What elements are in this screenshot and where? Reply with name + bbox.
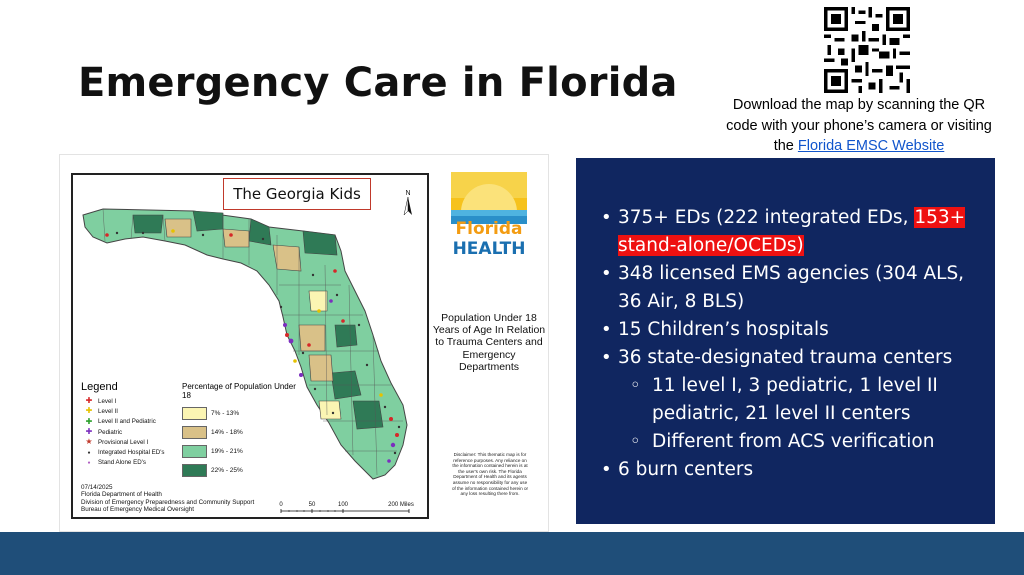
legend-label: Pediatric [98,428,123,436]
north-arrow-icon: N [403,190,412,216]
scale-tick-label: 50 [309,502,316,508]
sub-bullet-trauma-levels: 11 level I, 3 pediatric, 1 level II pedi… [601,372,985,428]
legend-item: ✚ Level II [83,406,165,416]
legend-item: ✚ Level II and Pediatric [83,417,165,427]
info-bullet-list: 375+ EDs (222 integrated EDs, 153+ stand… [601,204,985,484]
legend-item: ● Stand Alone ED's [83,458,165,468]
map-date: 07/14/2025 [81,484,113,491]
level-1-icon: ✚ [85,396,93,406]
pediatric-icon: ✚ [85,427,93,437]
map-org-line: Bureau of Emergency Medical Oversight [81,506,195,514]
footer-band [0,532,1024,575]
georgia-kids-badge: The Georgia Kids [223,178,371,210]
scale-tick-label: 0 [279,502,283,508]
percentage-label: 22% - 25% [211,467,243,474]
swatch-14-18 [182,426,207,439]
legend-item: ● Integrated Hospital ED's [83,447,165,457]
map-credits: 07/14/2025 Florida Department of Health … [81,484,291,514]
bullet-eds: 375+ EDs (222 integrated EDs, 153+ stand… [601,204,985,260]
legend-label: Provisional Level I [98,438,149,446]
sub-bullet-acs: Different from ACS verification [601,428,985,456]
logo-word-florida: Florida [456,219,523,239]
info-panel: 375+ EDs (222 integrated EDs, 153+ stand… [576,158,995,524]
swatch-19-21 [182,445,207,458]
logo-word-health: HEALTH [453,239,526,258]
legend-label: Level II and Pediatric [98,418,156,426]
florida-health-logo: Florida HEALTH [451,172,527,258]
legend-label: Level II [98,407,118,415]
swatch-7-13 [182,407,207,420]
map-population-title: Population Under 18 Years of Age In Rela… [432,312,546,373]
bullet-text: 375+ EDs (222 integrated EDs, [618,207,915,228]
percentage-legend: 7% - 13% 14% - 18% 19% - 21% 22% - 25% [182,404,243,480]
map-panel: The Georgia Kids N Legend ✚ Level I ✚ Leve… [71,173,429,519]
map-org-line: Division of Emergency Preparedness and C… [81,498,255,506]
swatch-22-25 [182,464,207,477]
bullet-trauma-centers: 36 state-designated trauma centers [601,344,985,372]
percentage-legend-title: Percentage of Population Under 18 [182,382,296,400]
legend-item: ✚ Level I [83,396,165,406]
scale-bar: 0 50 100 200 Miles [279,502,414,513]
legend-list: ✚ Level I ✚ Level II ✚ Level II and Pediatr… [83,396,165,468]
stand-alone-ed-dot-icon: ● [87,459,91,466]
percentage-item: 7% - 13% [182,404,243,423]
map-disclaimer: Disclaimer: This thematic map is for ref… [451,452,529,497]
florida-county-map [82,208,408,480]
florida-emsc-website-link[interactable]: Florida EMSC Website [797,138,945,154]
percentage-item: 22% - 25% [182,461,243,480]
percentage-label: 7% - 13% [211,410,240,417]
percentage-item: 19% - 21% [182,442,243,461]
integrated-ed-dot-icon: ● [87,449,91,456]
north-label: N [405,190,410,197]
florida-map-figure: The Georgia Kids N Legend ✚ Level I ✚ Leve… [59,154,549,532]
bullet-ems-agencies: 348 licensed EMS agencies (304 ALS, 36 A… [601,260,985,316]
bullet-burn-centers: 6 burn centers [601,456,985,484]
percentage-label: 19% - 21% [211,448,243,455]
map-org-line: Florida Department of Health [81,491,162,499]
legend-label: Stand Alone ED's [98,459,146,467]
bullet-childrens-hospitals: 15 Children’s hospitals [601,316,985,344]
legend-label: Level I [98,397,117,405]
legend-label: Integrated Hospital ED's [98,449,165,457]
percentage-item: 14% - 18% [182,423,243,442]
qr-caption-text: Download the map by scanning the QR code… [726,97,992,154]
slide-title: Emergency Care in Florida [78,60,678,106]
qr-code [824,7,910,93]
legend-title: Legend [81,381,118,393]
qr-caption: Download the map by scanning the QR code… [724,95,994,157]
percentage-label: 14% - 18% [211,429,243,436]
legend-item: ✚ Pediatric [83,427,165,437]
legend-item: ★ Provisional Level I [83,437,165,447]
provisional-star-icon: ★ [85,437,93,447]
scale-tick-label: 200 Miles [388,502,414,508]
level-2-icon: ✚ [85,406,93,416]
scale-tick-label: 100 [338,502,349,508]
level-2-pediatric-icon: ✚ [85,416,93,426]
